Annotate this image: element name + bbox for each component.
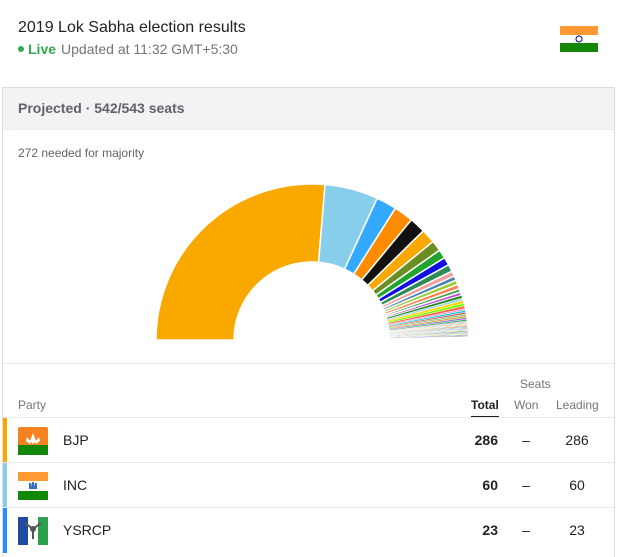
party-name: BJP: [63, 432, 89, 448]
won-seats: –: [522, 432, 530, 448]
update-status: Live Updated at 11:32 GMT+5:30: [18, 41, 238, 57]
leading-seats: 60: [569, 477, 585, 493]
projected-header: Projected · 542/543 seats: [3, 88, 614, 130]
table-row[interactable]: YSRCP 23 – 23: [3, 507, 614, 553]
total-seats: 286: [474, 432, 498, 448]
party-color-bar: [3, 508, 7, 553]
india-flag-icon: [560, 26, 598, 52]
majority-note: 272 needed for majority: [18, 146, 145, 160]
live-label: Live: [28, 41, 57, 57]
total-seats: 60: [482, 477, 498, 493]
ysrcp-fan-icon: [18, 517, 48, 545]
table-row[interactable]: BJP 286 – 286: [3, 417, 614, 463]
inc-hand-icon: [18, 472, 48, 500]
party-color-bar: [3, 463, 7, 508]
leading-column-header[interactable]: Leading: [556, 398, 599, 412]
table-row[interactable]: INC 60 – 60: [3, 462, 614, 508]
divider: [3, 363, 614, 364]
projected-seats: Projected · 542/543 seats: [18, 100, 185, 116]
party-color-bar: [3, 418, 7, 463]
seat-slice-party-44[interactable]: [389, 335, 469, 339]
updated-time: Updated at 11:32 GMT+5:30: [61, 41, 238, 57]
party-name: INC: [63, 477, 88, 493]
won-seats: –: [522, 522, 530, 538]
results-card: Projected · 542/543 seats 272 needed for…: [2, 87, 615, 557]
leading-seats: 23: [569, 522, 585, 538]
results-header: 2019 Lok Sabha election results Live Upda…: [0, 0, 617, 80]
seat-chart: [155, 183, 469, 341]
total-seats: 23: [482, 522, 498, 538]
won-column-header[interactable]: Won: [514, 398, 539, 412]
page-title: 2019 Lok Sabha election results: [18, 19, 246, 36]
seat-slice-bjp[interactable]: [155, 183, 326, 341]
live-dot-icon: [18, 46, 24, 52]
leading-seats: 286: [565, 432, 589, 448]
total-column-header[interactable]: Total: [471, 398, 499, 418]
party-name: YSRCP: [63, 522, 112, 538]
bjp-lotus-icon: [18, 427, 48, 455]
party-column-header: Party: [18, 398, 47, 412]
won-seats: –: [522, 477, 530, 493]
seats-group-header: Seats: [520, 377, 551, 391]
